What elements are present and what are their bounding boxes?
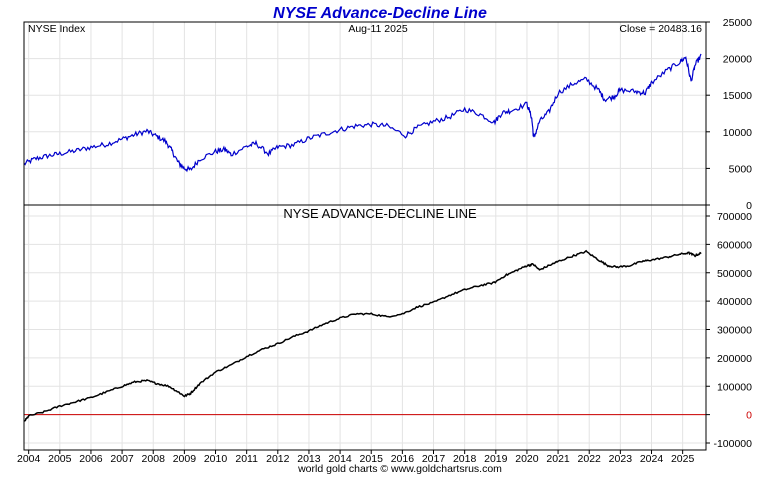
advance-decline-series-line [23, 249, 702, 422]
y-tick-label: 600000 [717, 239, 752, 251]
x-tick-label: 2021 [546, 453, 570, 465]
bottom-panel-y-axis: -100000 0 100000 200000 300000 400000 500000 60… [706, 211, 752, 450]
x-tick-label: 2006 [79, 453, 103, 465]
x-tick-label: 2022 [578, 453, 602, 465]
x-axis: 2004 2005 2006 2007 2008 2009 2010 2011 2012 2013… [17, 450, 694, 465]
x-tick-label: 2012 [266, 453, 290, 465]
y-tick-label: 20000 [723, 54, 752, 66]
x-tick-label: 2005 [48, 453, 72, 465]
y-tick-label: 5000 [729, 163, 753, 175]
y-tick-label: 700000 [717, 211, 752, 223]
x-tick-label: 2007 [110, 453, 134, 465]
bottom-panel-frame [23, 204, 707, 451]
x-tick-label: 2020 [515, 453, 539, 465]
x-tick-label: 2025 [671, 453, 695, 465]
top-panel-date-label: Aug-11 2025 [348, 23, 408, 35]
y-tick-label: 500000 [717, 268, 752, 280]
bottom-panel-title: NYSE ADVANCE-DECLINE LINE [283, 206, 477, 221]
top-panel-grid [24, 21, 706, 206]
y-tick-label: 25000 [723, 17, 752, 29]
x-tick-label: 2017 [422, 453, 446, 465]
top-panel-y-axis: 0 5000 10000 15000 20000 25000 [706, 17, 752, 212]
x-tick-label: 2018 [453, 453, 477, 465]
top-panel-frame [23, 21, 707, 206]
x-tick-label: 2024 [640, 453, 664, 465]
x-tick-label: 2013 [297, 453, 321, 465]
top-panel-index-label: NYSE Index [28, 23, 86, 35]
y-tick-label: -100000 [713, 438, 752, 450]
bottom-panel-grid [24, 205, 706, 450]
x-tick-label: 2014 [328, 453, 352, 465]
x-tick-label: 2009 [173, 453, 197, 465]
y-tick-label: 10000 [723, 127, 752, 139]
x-tick-label: 2011 [235, 453, 258, 465]
x-tick-label: 2016 [391, 453, 415, 465]
nyse-index-series-line [23, 53, 702, 173]
chart-title: NYSE Advance-Decline Line [273, 5, 487, 22]
x-tick-label: 2008 [142, 453, 166, 465]
y-tick-label: 400000 [717, 296, 752, 308]
footer-credit: world gold charts © www.goldchartsrus.co… [297, 463, 502, 475]
x-tick-label: 2019 [484, 453, 508, 465]
y-tick-label: 0 [746, 200, 752, 212]
x-tick-label: 2010 [204, 453, 228, 465]
y-tick-label: 15000 [723, 90, 752, 102]
top-panel-close-label: Close = 20483.16 [619, 23, 702, 35]
y-tick-label: 300000 [717, 325, 752, 337]
y-tick-label: 200000 [717, 353, 752, 365]
y-tick-label: 100000 [717, 381, 752, 393]
y-tick-label: 0 [746, 410, 752, 422]
x-tick-label: 2015 [360, 453, 384, 465]
x-tick-label: 2004 [17, 453, 41, 465]
x-tick-label: 2023 [609, 453, 633, 465]
